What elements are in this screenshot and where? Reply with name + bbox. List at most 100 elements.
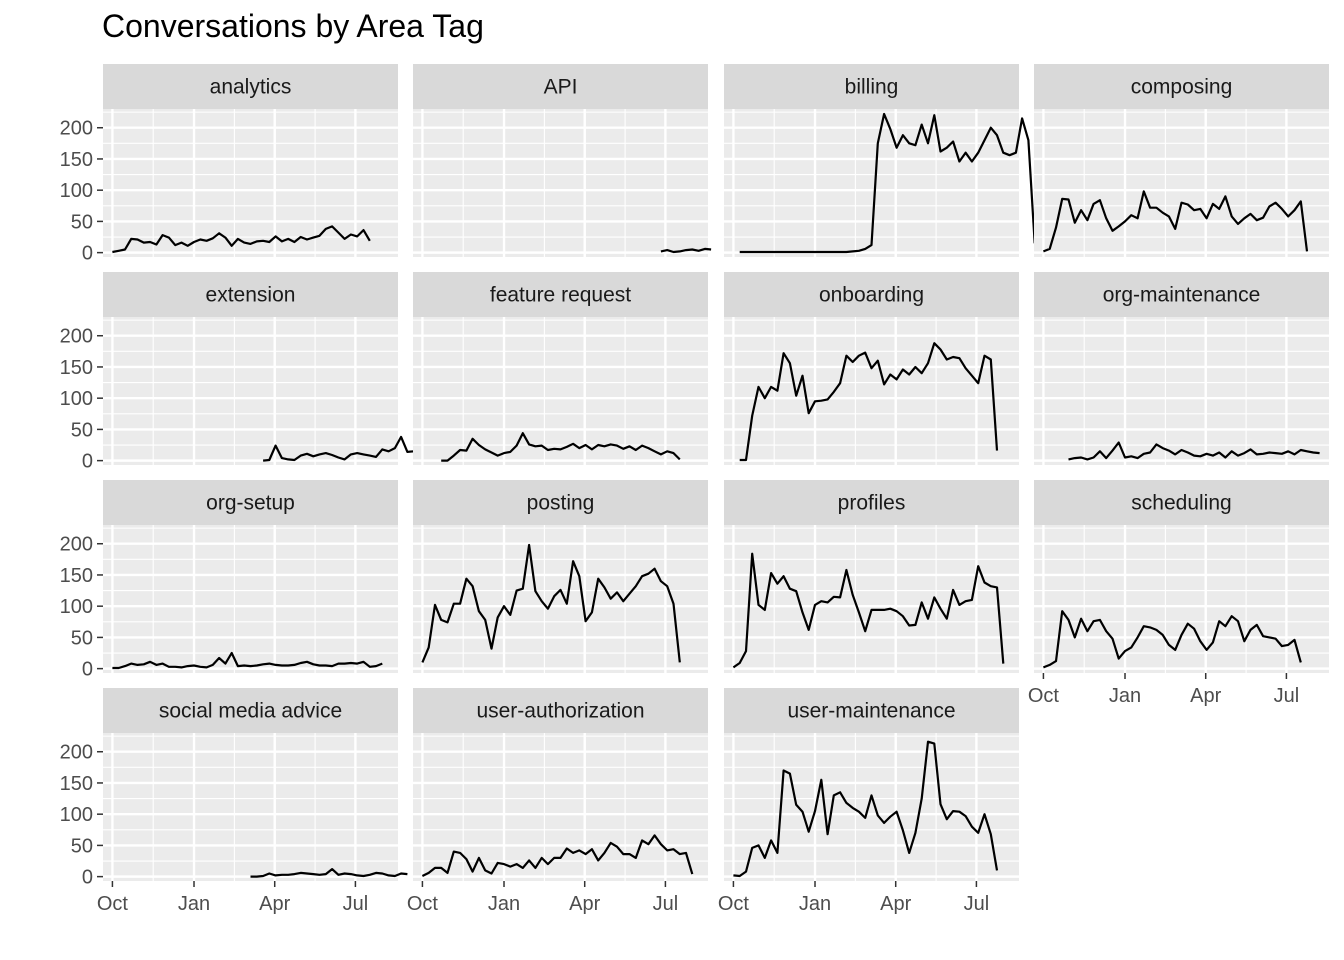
y-tick-label: 150 xyxy=(60,773,93,795)
panel-background xyxy=(724,525,1019,673)
y-tick-label: 50 xyxy=(71,419,93,441)
y-tick-label: 150 xyxy=(60,149,93,171)
chart-title: Conversations by Area Tag xyxy=(102,8,484,44)
x-tick-label: Apr xyxy=(259,893,290,915)
facet-user-authorization: user-authorization Oct Jan Apr Jul xyxy=(407,688,708,915)
series-line xyxy=(112,651,383,670)
x-tick-label: Jul xyxy=(653,893,679,915)
y-tick-label: 0 xyxy=(82,451,93,473)
series-line xyxy=(733,740,999,878)
y-tick-label: 150 xyxy=(60,565,93,587)
facet-org-setup: org-setup 0 50 100 150 200 xyxy=(60,480,398,681)
facet-scheduling: scheduling Oct Jan Apr Jul xyxy=(1028,480,1329,707)
y-tick-label: 50 xyxy=(71,211,93,233)
facet-label: org-maintenance xyxy=(1103,284,1261,307)
facet-label: scheduling xyxy=(1131,492,1231,515)
facet-label: analytics xyxy=(210,76,292,99)
facet-label: user-authorization xyxy=(476,700,644,723)
y-tick-label: 50 xyxy=(71,627,93,649)
facet-strip xyxy=(103,480,398,525)
facet-label: org-setup xyxy=(206,492,295,515)
facet-strip xyxy=(413,480,708,525)
panel-background xyxy=(103,317,398,465)
facet-api: API xyxy=(413,64,712,257)
y-tick-label: 100 xyxy=(60,596,93,618)
series-line xyxy=(112,225,371,254)
facet-strip xyxy=(724,480,1019,525)
series-line xyxy=(262,435,433,462)
facet-strip xyxy=(103,64,398,109)
panel-background xyxy=(413,317,708,465)
x-tick-label: Jan xyxy=(799,893,831,915)
facet-strip xyxy=(1034,272,1329,317)
x-tick-label: Jul xyxy=(964,893,990,915)
facet-strip xyxy=(724,688,1019,733)
y-tick-label: 200 xyxy=(60,118,93,140)
y-tick-label: 0 xyxy=(82,659,93,681)
facet-label: user-maintenance xyxy=(787,700,955,723)
facet-extension: extension 0 50 100 150 200 xyxy=(60,272,433,473)
panel-background xyxy=(1034,525,1329,673)
facet-composing: composing xyxy=(1034,64,1329,257)
x-tick-label: Apr xyxy=(1190,685,1221,707)
series-line xyxy=(739,112,1036,254)
y-tick-label: 150 xyxy=(60,357,93,379)
facet-label: profiles xyxy=(838,492,906,515)
facet-strip xyxy=(103,272,398,317)
y-tick-label: 200 xyxy=(60,534,93,556)
x-tick-label: Oct xyxy=(1028,685,1060,707)
facet-analytics: analytics 0 50 100 150 200 xyxy=(60,64,398,265)
series-line xyxy=(660,247,712,254)
series-line xyxy=(1042,610,1302,669)
facet-onboarding: onboarding xyxy=(724,272,1019,465)
facet-strip xyxy=(1034,480,1329,525)
x-tick-label: Apr xyxy=(880,893,911,915)
y-tick-label: 100 xyxy=(60,180,93,202)
series-line xyxy=(421,834,694,877)
x-tick-label: Oct xyxy=(97,893,129,915)
facet-strip xyxy=(103,688,398,733)
series-line xyxy=(1042,190,1309,253)
y-tick-label: 0 xyxy=(82,867,93,889)
facet-label: social media advice xyxy=(159,700,342,723)
facet-label: onboarding xyxy=(819,284,924,307)
panel-background xyxy=(724,733,1019,881)
facet-feature-request: feature request xyxy=(413,272,708,465)
panel-background xyxy=(1034,109,1329,257)
panel-background xyxy=(103,109,398,257)
series-line xyxy=(250,867,408,878)
x-tick-label: Jul xyxy=(1274,685,1300,707)
panel-background xyxy=(413,525,708,673)
facet-label: composing xyxy=(1131,76,1233,99)
series-line xyxy=(441,432,681,462)
panel-background xyxy=(103,525,398,673)
series-line xyxy=(1068,441,1320,461)
x-tick-label: Oct xyxy=(718,893,750,915)
y-tick-label: 200 xyxy=(60,742,93,764)
y-tick-label: 100 xyxy=(60,804,93,826)
facet-org-maintenance: org-maintenance xyxy=(1034,272,1329,465)
x-tick-label: Jan xyxy=(1109,685,1141,707)
facet-posting: posting xyxy=(413,480,708,673)
facet-profiles: profiles xyxy=(724,480,1019,673)
panel-background xyxy=(103,733,398,881)
x-tick-label: Jan xyxy=(178,893,210,915)
facet-label: feature request xyxy=(490,284,631,307)
facet-social-media-advice: social media advice 0 50 100 150 200 Oct Jan Apr… xyxy=(60,688,408,915)
x-tick-label: Jul xyxy=(343,893,369,915)
facet-label: API xyxy=(544,76,578,99)
y-tick-label: 200 xyxy=(60,326,93,348)
facet-strip xyxy=(724,272,1019,317)
x-tick-label: Jan xyxy=(488,893,520,915)
facet-label: extension xyxy=(206,284,296,307)
panel-background xyxy=(724,317,1019,465)
y-tick-label: 0 xyxy=(82,243,93,265)
series-line xyxy=(739,342,999,462)
facet-strip xyxy=(413,688,708,733)
panel-background xyxy=(413,109,708,257)
facet-label: posting xyxy=(527,492,595,515)
y-tick-label: 100 xyxy=(60,388,93,410)
facet-label: billing xyxy=(845,76,899,99)
facet-strip xyxy=(413,272,708,317)
